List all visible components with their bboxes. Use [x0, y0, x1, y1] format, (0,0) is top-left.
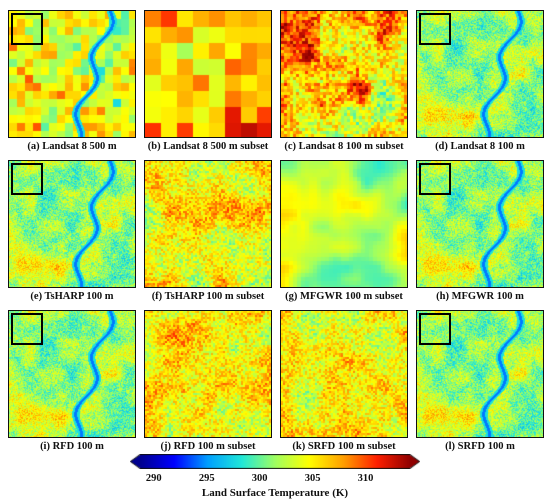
subset-box	[419, 313, 451, 345]
map-panel	[416, 310, 544, 438]
map-panel	[8, 10, 136, 138]
lst-map-image	[9, 311, 135, 437]
colorbar-tick-label: 290	[145, 473, 162, 484]
lst-map-image	[417, 161, 543, 287]
panel-caption: (d) Landsat 8 100 m	[435, 141, 525, 152]
map-panel	[8, 310, 136, 438]
panel-caption: (i) RFD 100 m	[40, 441, 104, 452]
map-panel	[8, 160, 136, 288]
panel-caption: (k) SRFD 100 m subset	[292, 441, 396, 452]
panel-caption: (j) RFD 100 m subset	[160, 441, 256, 452]
subset-box	[11, 313, 43, 345]
subset-box	[419, 163, 451, 195]
lst-map-image	[281, 161, 407, 287]
lst-map-image	[281, 311, 407, 437]
subset-box	[11, 13, 43, 45]
colorbar-tick-label: 305	[304, 473, 321, 484]
map-panel	[144, 310, 272, 438]
lst-map-image	[145, 161, 271, 287]
map-panel	[280, 310, 408, 438]
map-panel	[144, 10, 272, 138]
panel-caption: (c) Landsat 8 100 m subset	[284, 141, 404, 152]
lst-map-image	[9, 161, 135, 287]
map-panel	[280, 10, 408, 138]
panel-caption: (e) TsHARP 100 m	[30, 291, 114, 302]
colorbar-label: Land Surface Temperature (K)	[201, 487, 349, 499]
lst-map-image	[417, 11, 543, 137]
map-panel	[280, 160, 408, 288]
panel-caption: (h) MFGWR 100 m	[436, 291, 524, 302]
subset-box	[419, 13, 451, 45]
colorbar-tick-label: 300	[251, 473, 268, 484]
lst-map-image	[9, 11, 135, 137]
colorbar-tick-label: 295	[198, 473, 215, 484]
colorbar-tick-label: 310	[357, 473, 374, 484]
lst-map-image	[417, 311, 543, 437]
panel-caption: (a) Landsat 8 500 m	[27, 141, 117, 152]
panel-caption: (f) TsHARP 100 m subset	[151, 291, 265, 302]
lst-map-image	[145, 311, 271, 437]
map-panel	[144, 160, 272, 288]
colorbar	[130, 454, 420, 469]
lst-map-image	[145, 11, 271, 137]
panel-caption: (g) MFGWR 100 m subset	[285, 291, 403, 302]
lst-map-image	[281, 11, 407, 137]
map-panel	[416, 10, 544, 138]
panel-caption: (b) Landsat 8 500 m subset	[147, 141, 269, 152]
subset-box	[11, 163, 43, 195]
panel-caption: (l) SRFD 100 m	[445, 441, 515, 452]
map-panel	[416, 160, 544, 288]
